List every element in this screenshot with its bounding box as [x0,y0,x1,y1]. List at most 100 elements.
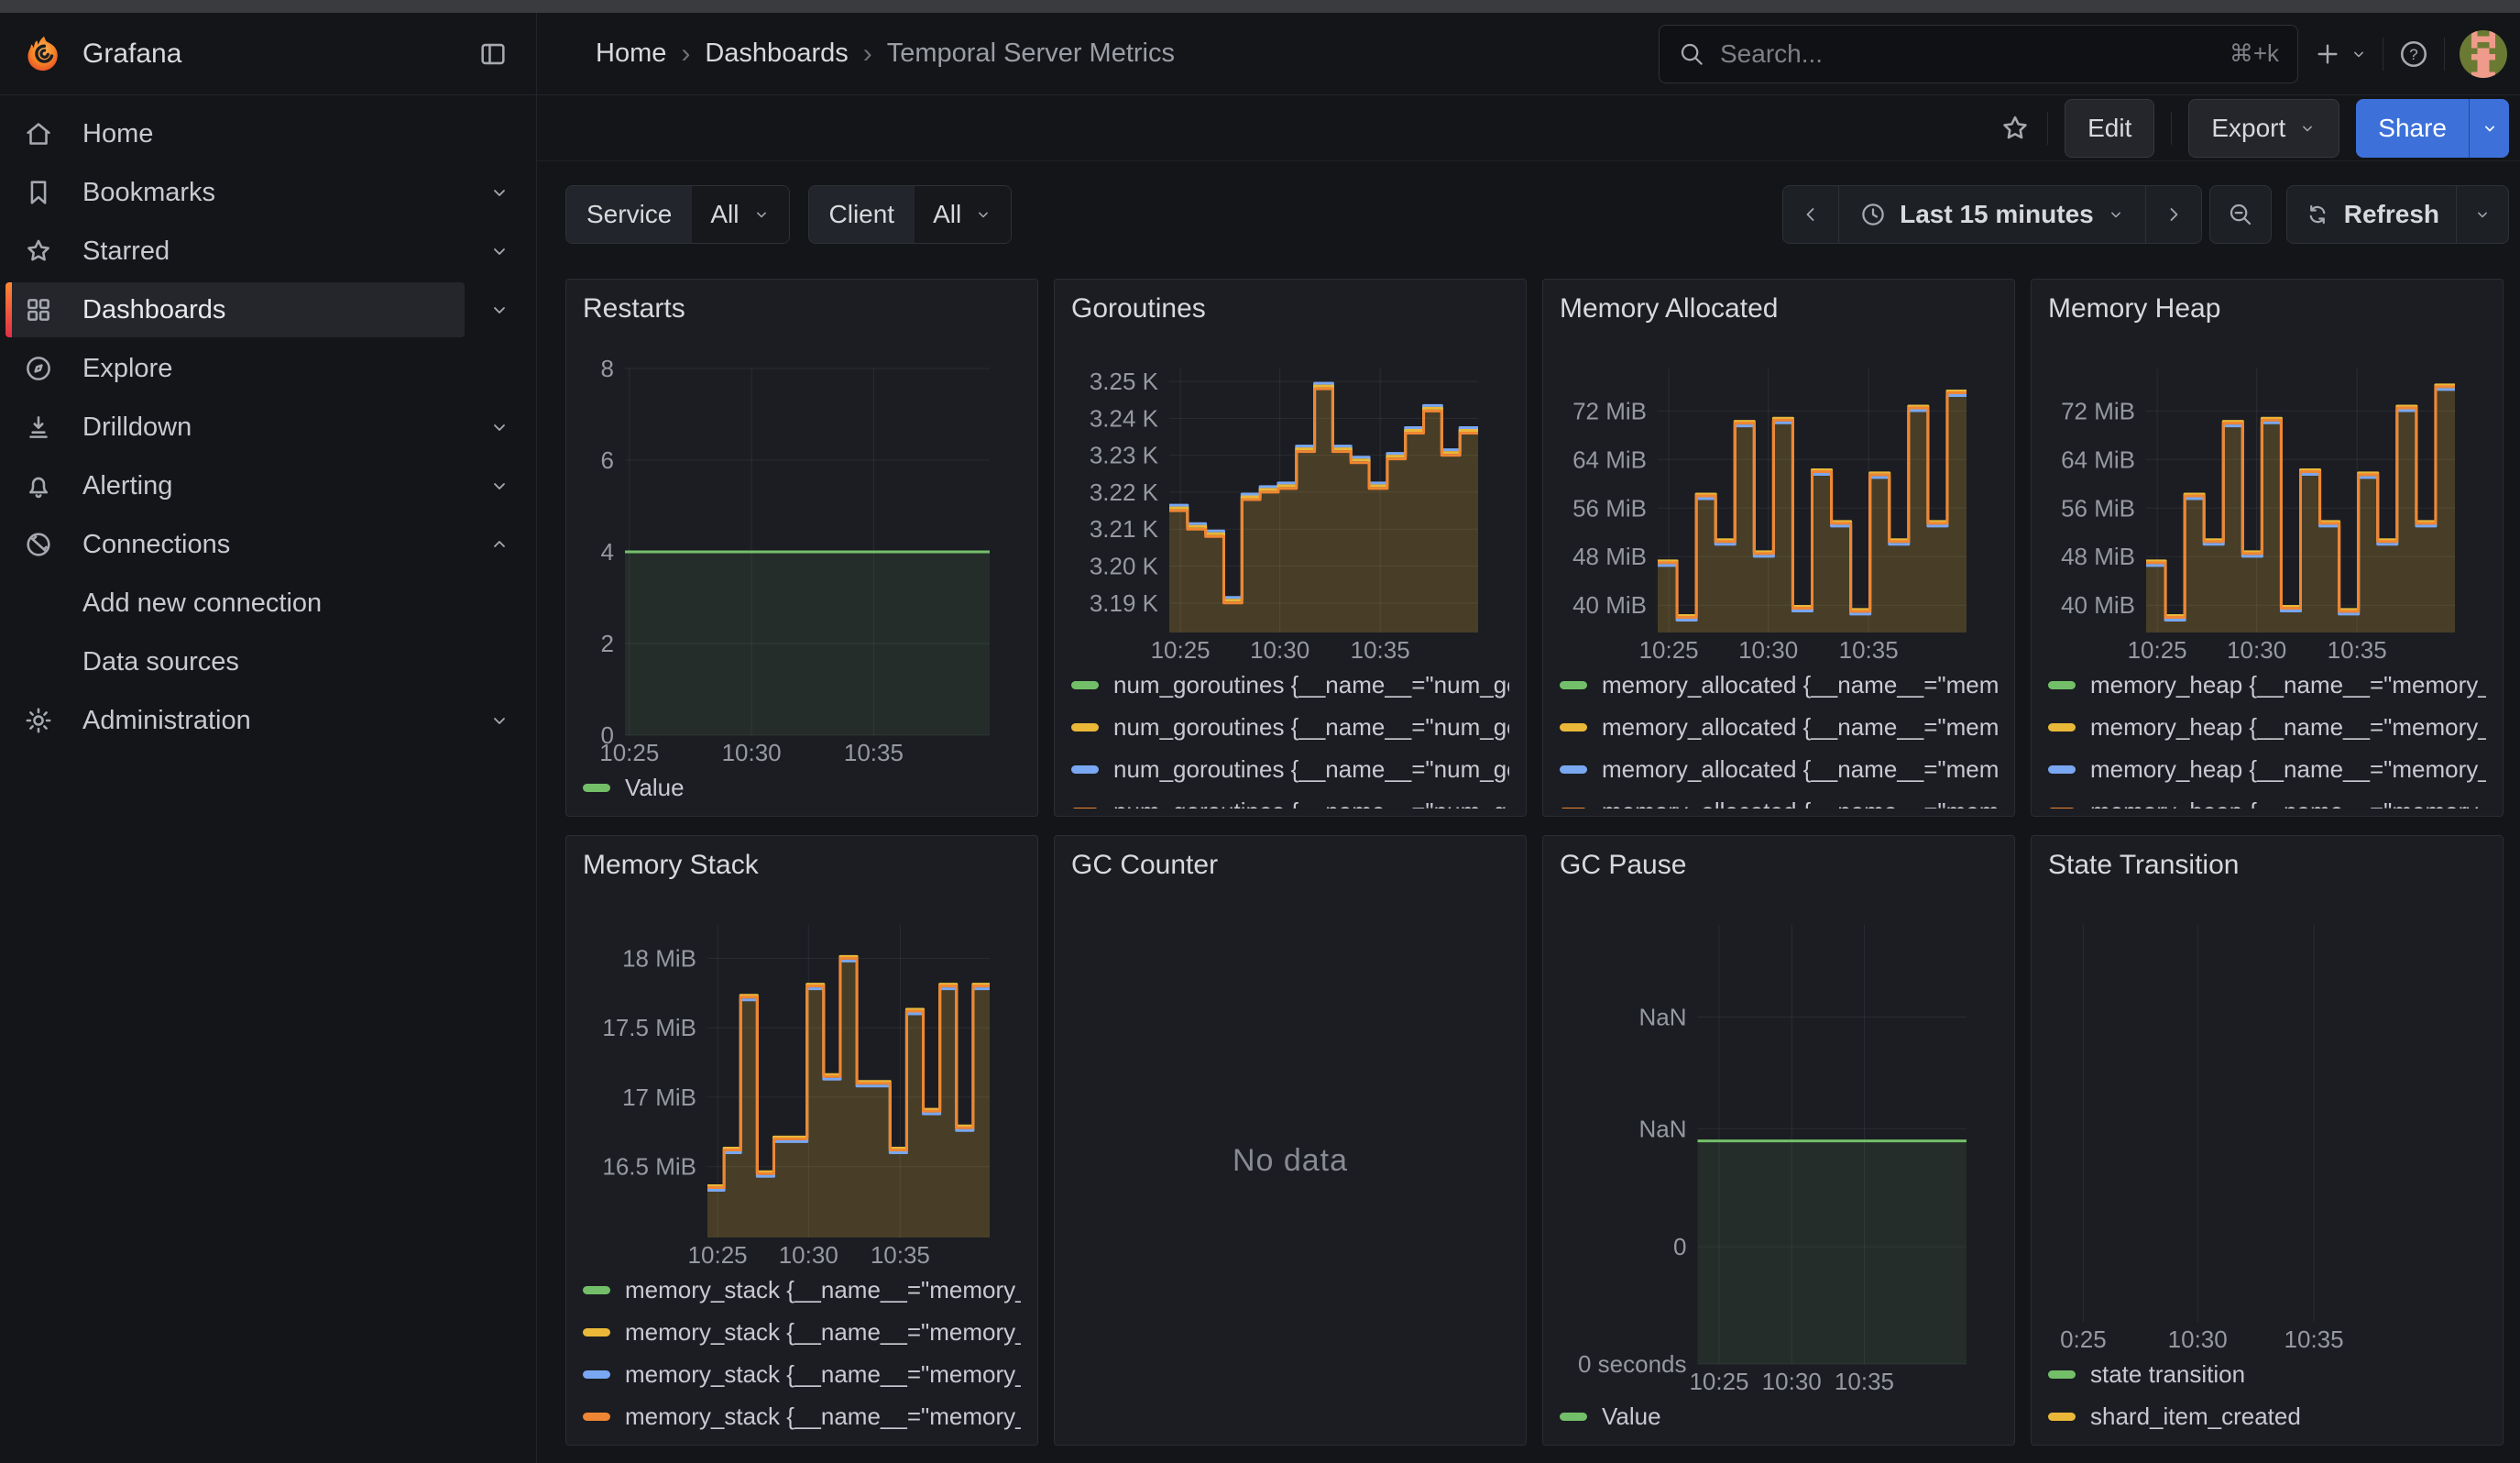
avatar[interactable] [2460,30,2507,78]
restarts-chart[interactable]: 8642010:2510:3010:35 [583,327,1021,766]
legend-item[interactable]: shard_item_created [2048,1395,2486,1437]
legend-item[interactable]: num_goroutines {__name__="num_go [1071,790,1509,808]
sidebar-item-connections[interactable]: Connections [0,515,536,574]
breadcrumb-separator: › [681,38,690,70]
svg-text:8: 8 [601,355,614,382]
legend-swatch [583,784,610,792]
legend-item[interactable]: memory_stack {__name__="memory_s [583,1269,1021,1311]
svg-text:NaN: NaN [1638,1004,1686,1031]
legend-item[interactable]: state transition [2048,1353,2486,1395]
legend-item[interactable]: num_goroutines {__name__="num_go [1071,664,1509,706]
panel-gc-counter: GC Counter No data [1054,835,1527,1446]
sidebar-item-starred[interactable]: Starred [0,222,536,280]
panel-title[interactable]: State Transition [2048,849,2486,884]
panel-title[interactable]: Memory Heap [2048,292,2486,327]
legend-item[interactable]: memory_heap {__name__="memory_h [2048,748,2486,790]
legend-item[interactable]: num_goroutines {__name__="num_go [1071,706,1509,748]
svg-text:10:30: 10:30 [1738,636,1798,664]
star-favorite-icon[interactable] [2000,113,2031,144]
breadcrumb-dashboards[interactable]: Dashboards [705,38,848,69]
legend-label: Value [1602,1402,1661,1431]
help-icon[interactable]: ? [2398,38,2429,70]
svg-text:3.24 K: 3.24 K [1090,404,1159,432]
legend-label: num_goroutines {__name__="num_go [1113,671,1509,699]
svg-text:72 MiB: 72 MiB [2061,397,2135,424]
legend-item[interactable]: memory_stack {__name__="memory_s [583,1353,1021,1395]
time-range-group: Last 15 minutes [1782,185,2202,244]
share-dropdown-button[interactable] [2469,99,2509,158]
panel-title[interactable]: Memory Allocated [1560,292,1998,327]
service-variable-select[interactable]: All [692,186,788,243]
zoom-out-button[interactable] [2210,186,2271,243]
dock-sidebar-icon[interactable] [477,38,509,70]
legend-item[interactable]: num_goroutines {__name__="num_go [1071,748,1509,790]
edit-button[interactable]: Edit [2065,99,2154,158]
sidebar-item-explore[interactable]: Explore [0,339,536,398]
legend-swatch [2048,808,2076,809]
sidebar-item-home[interactable]: Home [0,104,536,163]
memory-stack-chart[interactable]: 18 MiB17.5 MiB17 MiB16.5 MiB10:2510:3010… [583,884,1021,1269]
legend-item[interactable]: memory_heap {__name__="memory_h [2048,790,2486,808]
legend-item[interactable]: memory_allocated {__name__="memo [1560,790,1998,808]
panel-restarts: Restarts 8642010:2510:3010:35 Value [565,279,1038,817]
sidebar-item-alerting[interactable]: Alerting [0,456,536,515]
sidebar-item-add-new-connection[interactable]: Add new connection [0,574,536,632]
panel-title[interactable]: GC Counter [1071,849,1509,884]
time-shift-back-button[interactable] [1783,186,1838,243]
svg-text:48 MiB: 48 MiB [1572,543,1647,570]
time-shift-forward-button[interactable] [2145,186,2201,243]
panel-memory-stack: Memory Stack 18 MiB17.5 MiB17 MiB16.5 Mi… [565,835,1038,1446]
legend-item[interactable]: memory_heap {__name__="memory_h [2048,706,2486,748]
panel-title[interactable]: Memory Stack [583,849,1021,884]
memory-allocated-chart[interactable]: 72 MiB64 MiB56 MiB48 MiB40 MiB10:2510:30… [1560,327,1998,664]
legend-label: memory_heap {__name__="memory_h [2090,671,2486,699]
panel-title[interactable]: Goroutines [1071,292,1509,327]
sidebar-item-data-sources[interactable]: Data sources [0,632,536,691]
legend-label: memory_heap {__name__="memory_h [2090,798,2486,809]
goroutines-chart[interactable]: 3.25 K3.24 K3.23 K3.22 K3.21 K3.20 K3.19… [1071,327,1509,664]
breadcrumb-home[interactable]: Home [596,38,666,69]
svg-text:10:35: 10:35 [871,1241,930,1269]
legend-item[interactable]: memory_heap {__name__="memory_h [2048,664,2486,706]
legend-item[interactable]: Value [1560,1395,1998,1437]
app-header: Grafana Home › Dashboards › Temporal Ser… [0,13,2520,95]
state-transition-chart[interactable]: 0:2510:3010:35 [2048,884,2486,1353]
time-range-picker[interactable]: Last 15 minutes [1838,186,2145,243]
chevron-down-icon [2298,119,2317,138]
refresh-interval-dropdown[interactable] [2456,186,2508,243]
sidebar-item-drilldown[interactable]: Drilldown [0,398,536,456]
svg-text:0:25: 0:25 [2060,1326,2107,1353]
window-top-strip [0,0,2520,13]
gc-pause-chart[interactable]: NaNNaN00 seconds10:2510:3010:35 [1560,884,1998,1395]
export-button[interactable]: Export [2188,99,2339,158]
legend-label: memory_allocated {__name__="memo [1602,755,1998,784]
svg-text:3.19 K: 3.19 K [1090,589,1159,617]
svg-text:72 MiB: 72 MiB [1572,397,1647,424]
sidebar-item-administration[interactable]: Administration [0,691,536,750]
search-input[interactable] [1720,39,2215,69]
refresh-button[interactable]: Refresh [2287,186,2456,243]
sidebar-item-bookmarks[interactable]: Bookmarks [0,163,536,222]
legend-item[interactable]: memory_stack {__name__="memory_s [583,1311,1021,1353]
legend-item[interactable]: memory_allocated {__name__="memo [1560,748,1998,790]
svg-text:10:25: 10:25 [1689,1368,1748,1395]
legend-item[interactable]: memory_allocated {__name__="memo [1560,664,1998,706]
svg-text:64 MiB: 64 MiB [2061,446,2135,473]
legend-item[interactable]: Value [583,766,1021,808]
panel-memory-allocated: Memory Allocated 72 MiB64 MiB56 MiB48 Mi… [1542,279,2015,817]
chevron-down-icon [488,240,510,262]
panel-title[interactable]: GC Pause [1560,849,1998,884]
client-variable-select[interactable]: All [915,186,1011,243]
panel-title[interactable]: Restarts [583,292,1021,327]
header-brand-section: Grafana [0,13,537,94]
svg-text:3.21 K: 3.21 K [1090,515,1159,543]
share-button[interactable]: Share [2356,99,2469,158]
add-new-button[interactable] [2313,39,2368,69]
sidebar-item-dashboards[interactable]: Dashboards [0,280,536,339]
legend-item[interactable]: memory_stack {__name__="memory_s [583,1395,1021,1437]
svg-text:10:25: 10:25 [599,739,659,766]
search-box[interactable]: ⌘+k [1659,25,2298,83]
memory-heap-chart[interactable]: 72 MiB64 MiB56 MiB48 MiB40 MiB10:2510:30… [2048,327,2486,664]
legend-swatch [2048,1370,2076,1379]
legend-item[interactable]: memory_allocated {__name__="memo [1560,706,1998,748]
